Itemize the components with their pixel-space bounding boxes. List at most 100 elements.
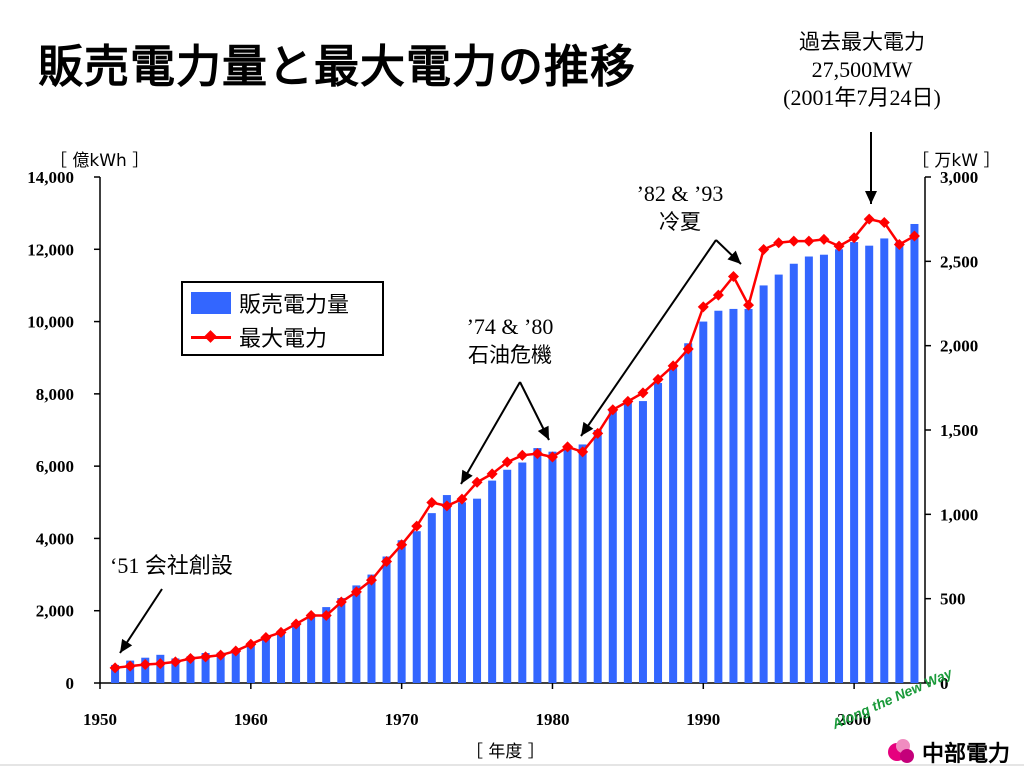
peak-power-point [139,658,151,670]
x-tick-label: 1970 [385,710,419,729]
oil-crisis-line2: 石油危機 [468,343,552,367]
left-tick-label: 14,000 [27,168,74,187]
cool-summer-line1: ’82 & ’93 [636,181,724,206]
peak-power-point [577,446,589,458]
sales-bar [488,480,497,683]
sales-bar [578,444,587,683]
founding-line1: ‘51 会社創設 [110,553,233,578]
peak-power-point [456,493,468,505]
oil-crisis-line1: ’74 & ’80 [466,314,554,339]
left-tick-label: 4,000 [36,529,74,548]
sales-bar [367,574,376,683]
right-tick-label: 0 [940,674,949,693]
peak-power-point [245,638,257,650]
sales-bar [337,598,346,683]
sales-bar [654,383,663,683]
cool-summer-arrow-1982-shaft [580,239,717,437]
sales-bar [850,242,859,684]
sales-bar [141,657,150,683]
peak-power-point [682,343,694,355]
peak-power-point [562,441,574,453]
sales-bar [322,607,331,683]
sales-bar [473,498,482,683]
sales-bar [518,462,527,683]
sales-bar [684,343,693,683]
peak-annotation: 過去最大電力 27,500MW (2001年7月24日) [752,28,972,112]
sales-bar [261,636,270,683]
sales-bar [201,653,210,683]
legend-bar-swatch [191,292,231,314]
sales-bar [292,623,301,683]
peak-power-point [788,235,800,247]
legend-item-sales: 販売電力量 [191,287,349,319]
sales-bar [457,502,466,683]
sales-bar [533,448,542,683]
x-tick-label: 1980 [535,710,569,729]
x-tick-label: 2000 [837,710,871,729]
peak-power-point [637,387,649,399]
left-tick-label: 2,000 [36,602,74,621]
peak-power-point [712,289,724,301]
peak-power-point [607,404,619,416]
x-tick-label: 1950 [83,710,117,729]
sales-bar [382,556,391,683]
sales-bar [216,652,225,683]
legend-line-swatch [191,326,231,348]
peak-power-point [200,651,212,663]
peak-power-point [848,232,860,244]
peak-power-point [501,456,513,468]
peak-power-point [818,233,830,245]
sales-bar [442,495,451,683]
sales-bar [729,308,738,683]
founding-annotation: ‘51 会社創設 [110,552,290,580]
sales-bar [608,408,617,683]
peak-power-point [305,610,317,622]
sales-bar [759,285,768,683]
sales-bar [638,401,647,683]
sales-bar [548,451,557,683]
peak-power-point [773,237,785,249]
peak-power-point [908,230,920,242]
company-logo: 中部電力 [888,736,1010,768]
left-axis-unit: ［ 億kWh ］ [50,151,150,171]
peak-power-point [184,653,196,665]
right-tick-label: 2,500 [940,252,978,271]
left-tick-label: 0 [66,674,75,693]
sales-bar [397,540,406,683]
sales-bar [714,310,723,683]
cool-summer-arrow-1993-head [727,250,741,264]
sales-bar [699,321,708,683]
peak-power-point [109,662,121,674]
x-tick-label: 1990 [686,710,720,729]
sales-bar [111,664,120,683]
peak-power-point [381,556,393,568]
sales-bar [412,531,421,683]
peak-power-point [893,238,905,250]
bottom-divider [0,764,1024,766]
left-tick-label: 6,000 [36,457,74,476]
company-logo-icon [888,739,918,765]
founding-arrow-head [120,638,133,653]
peak-power-point [863,213,875,225]
sales-bar [276,630,285,683]
peak-power-point [441,500,453,512]
sales-bar [503,469,512,683]
peak-power-point [260,631,272,643]
sales-bar [171,658,180,683]
peak-power-point [727,271,739,283]
sales-bar [895,242,904,684]
left-tick-label: 10,000 [27,313,74,332]
peak-power-point [335,596,347,608]
sales-bar [563,448,572,683]
sales-bar [789,263,798,683]
right-tick-label: 3,000 [940,168,978,187]
sales-bar [352,585,361,683]
sales-bar [246,643,255,683]
peak-power-point [275,626,287,638]
sales-bar [307,614,316,683]
peak-power-point [215,649,227,661]
sales-bar [910,223,919,683]
right-tick-label: 1,000 [940,505,978,524]
peak-power-point [743,299,755,311]
